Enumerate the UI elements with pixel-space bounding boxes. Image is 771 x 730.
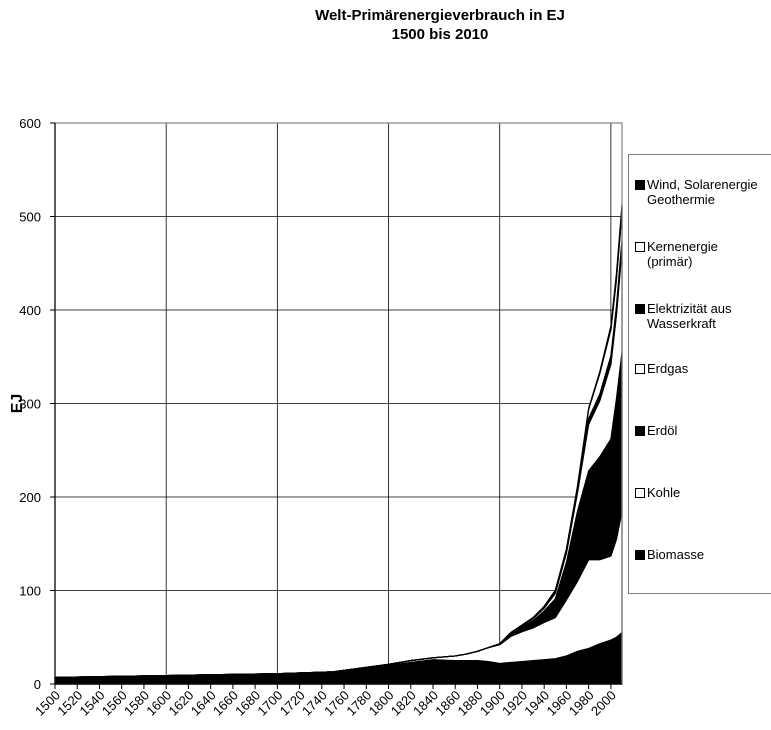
legend-swatch xyxy=(635,304,645,314)
legend-item: Elektrizität aus Wasserkraft xyxy=(635,301,732,331)
chart-title-line1: Welt-Primärenergieverbrauch in EJ xyxy=(315,7,565,24)
legend-item: Kohle xyxy=(635,485,680,500)
y-tick-label: 100 xyxy=(19,584,41,599)
axes xyxy=(50,122,623,689)
y-tick-labels: 0 100 200 300 400 500 600 xyxy=(19,116,41,692)
chart-title: Welt-Primärenergieverbrauch in EJ 1500 b… xyxy=(250,6,630,44)
legend-swatch xyxy=(635,550,645,560)
legend-label: Biomasse xyxy=(647,547,705,562)
legend-item: Erdöl xyxy=(635,423,677,438)
legend-item: Biomasse xyxy=(635,547,704,562)
y-tick-label: 0 xyxy=(34,677,41,692)
legend-item: Erdgas xyxy=(635,361,688,376)
y-tick-label: 500 xyxy=(19,210,41,225)
legend-label: Kernenergie (primär) xyxy=(647,239,718,269)
area-series-5 xyxy=(54,239,623,679)
legend-label: Kohle xyxy=(647,485,681,500)
legend-swatch xyxy=(635,180,645,190)
legend-swatch xyxy=(635,242,645,252)
y-tick-label: 600 xyxy=(19,116,41,131)
legend-label: Erdöl xyxy=(647,423,678,438)
legend-item: Kernenergie (primär) xyxy=(635,239,718,269)
legend-swatch xyxy=(635,488,645,498)
y-tick-label: 400 xyxy=(19,303,41,318)
legend-swatch xyxy=(635,364,645,374)
legend-swatch xyxy=(635,426,645,436)
area-series-2 xyxy=(54,510,623,679)
legend-label: Elektrizität aus Wasserkraft xyxy=(647,301,732,331)
chart-subtitle: 1500 bis 2010 xyxy=(391,26,489,43)
y-tick-label: 300 xyxy=(19,397,41,412)
x-tick-labels: 1500152015401560158016001620164016601680… xyxy=(32,688,619,719)
area-series-7 xyxy=(54,203,623,679)
stacked-areas xyxy=(54,203,623,685)
x-tick-label: 2000 xyxy=(588,688,619,719)
area-series-6 xyxy=(54,211,623,679)
y-tick-label: 200 xyxy=(19,490,41,505)
legend-item: Wind, Solarenergie Geothermie xyxy=(635,177,758,207)
y-axis-label: EJ xyxy=(9,394,26,414)
legend-label: Erdgas xyxy=(647,361,689,376)
legend: Wind, Solarenergie Geothermie Kernenergie… xyxy=(628,154,771,594)
legend-label: Wind, Solarenergie Geothermie xyxy=(647,177,758,207)
grid-lines xyxy=(55,122,622,684)
